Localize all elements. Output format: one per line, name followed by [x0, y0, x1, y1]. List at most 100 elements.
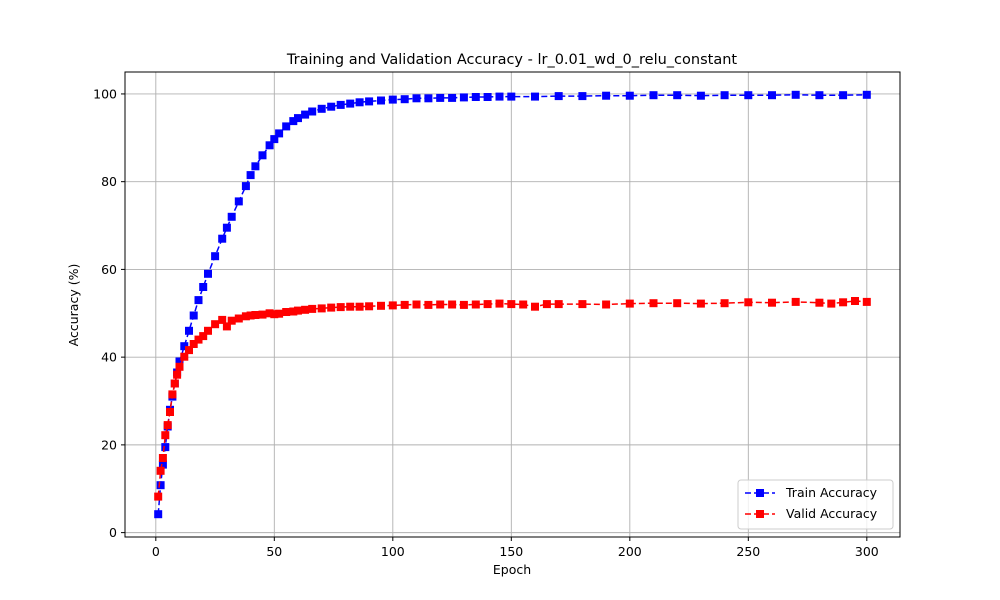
data-point-valid — [365, 302, 374, 311]
data-point-valid — [227, 316, 236, 325]
data-point-train — [720, 91, 729, 100]
data-point-valid — [815, 298, 824, 307]
data-point-valid — [168, 390, 177, 399]
data-point-valid — [204, 326, 212, 335]
data-point-train — [336, 100, 345, 109]
data-point-valid — [346, 302, 355, 311]
data-point-train — [301, 110, 310, 119]
data-point-valid — [275, 309, 284, 318]
chart-title: Training and Validation Accuracy - lr_0.… — [286, 52, 738, 68]
data-point-valid — [791, 297, 800, 306]
series-train — [154, 90, 871, 519]
data-point-valid — [166, 408, 174, 416]
data-point-valid — [246, 311, 255, 320]
y-tick-label: 20 — [101, 437, 117, 452]
data-point-train — [744, 91, 753, 100]
data-point-valid — [768, 298, 776, 307]
data-point-valid — [424, 300, 433, 309]
data-point-valid — [194, 335, 203, 344]
data-point-valid — [189, 340, 198, 348]
data-point-train — [862, 90, 871, 99]
data-point-valid — [507, 300, 516, 309]
y-tick-label: 60 — [101, 262, 117, 277]
data-point-valid — [180, 352, 189, 361]
data-point-valid — [355, 302, 364, 311]
data-point-valid — [270, 310, 279, 319]
data-point-valid — [301, 305, 310, 314]
data-point-valid — [241, 312, 250, 321]
x-axis-label: Epoch — [493, 562, 531, 577]
data-point-valid — [483, 300, 492, 309]
data-point-valid — [317, 304, 326, 313]
data-point-valid — [158, 454, 167, 462]
data-point-train — [471, 93, 480, 101]
data-point-train — [241, 182, 250, 191]
data-point-train — [308, 107, 317, 116]
data-point-train — [180, 342, 189, 351]
data-point-train — [222, 223, 231, 232]
data-point-valid — [156, 466, 165, 475]
series-valid — [154, 297, 871, 501]
data-point-train — [578, 92, 587, 101]
data-point-valid — [495, 299, 504, 308]
data-point-valid — [289, 307, 298, 316]
data-point-train — [459, 93, 468, 102]
data-point-valid — [258, 310, 267, 319]
axes-frame — [124, 71, 901, 538]
x-tick-label: 100 — [381, 544, 405, 559]
legend-marker-valid — [756, 510, 764, 518]
data-point-valid — [388, 301, 397, 310]
y-tick-label: 100 — [93, 86, 117, 101]
data-point-train — [495, 92, 504, 101]
data-point-train — [377, 96, 385, 105]
data-point-train — [768, 91, 776, 100]
data-point-valid — [578, 300, 587, 309]
data-point-valid — [175, 362, 184, 371]
data-point-train — [625, 91, 634, 100]
data-point-valid — [282, 308, 291, 316]
legend-label-valid: Valid Accuracy — [786, 506, 878, 521]
data-point-train — [199, 283, 208, 291]
plot-area — [154, 90, 871, 519]
data-point-train — [282, 122, 291, 131]
data-point-valid — [400, 300, 409, 309]
data-point-train — [436, 93, 445, 102]
data-point-valid — [211, 320, 220, 329]
data-point-valid — [471, 300, 480, 309]
data-point-train — [483, 93, 492, 101]
data-point-train — [218, 234, 227, 243]
data-point-train — [246, 171, 255, 180]
y-tick-label: 40 — [101, 350, 117, 365]
data-point-train — [602, 91, 611, 100]
data-point-valid — [161, 431, 170, 440]
data-point-train — [649, 91, 658, 100]
x-tick-label: 200 — [618, 544, 642, 559]
data-point-train — [317, 104, 326, 113]
data-point-train — [227, 212, 236, 221]
data-point-train — [554, 92, 563, 101]
data-point-valid — [327, 303, 336, 312]
data-point-train — [424, 94, 433, 103]
data-point-train — [265, 141, 274, 150]
data-point-valid — [531, 302, 539, 311]
data-point-valid — [602, 300, 611, 309]
data-point-valid — [542, 300, 551, 309]
data-point-valid — [265, 309, 274, 318]
data-point-valid — [554, 300, 563, 309]
data-point-valid — [649, 299, 658, 308]
data-point-valid — [827, 299, 836, 308]
data-point-valid — [448, 300, 457, 309]
data-point-valid — [851, 297, 859, 305]
data-point-valid — [251, 311, 260, 319]
x-tick-label: 300 — [855, 544, 879, 559]
data-point-valid — [519, 300, 528, 309]
axis-ticks: 0 50 100 150 200 250 300 0 20 40 60 80 100 — [93, 86, 879, 559]
data-point-train — [327, 102, 336, 111]
data-point-valid — [163, 421, 172, 430]
data-point-valid — [185, 346, 193, 355]
data-point-train — [289, 117, 298, 126]
data-point-train — [158, 460, 167, 469]
legend-marker-train — [756, 489, 764, 497]
data-point-valid — [412, 300, 421, 309]
